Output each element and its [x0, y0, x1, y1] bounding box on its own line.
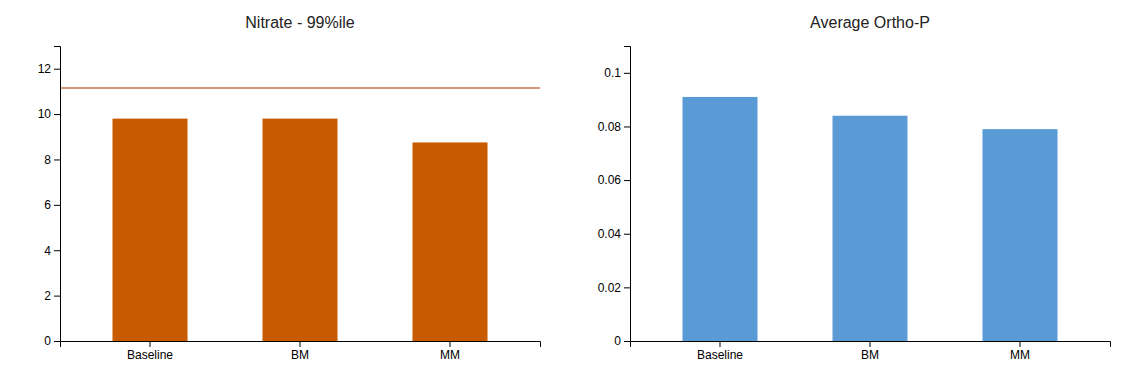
tick: 0.08 [598, 120, 630, 134]
tick-mark [54, 205, 60, 206]
tick-label: 0.08 [598, 120, 622, 134]
tick-mark [300, 341, 301, 347]
tick-mark [624, 73, 630, 74]
tick: 10 [38, 107, 60, 121]
chart-root: BaselineBMMM024681012Nitrate - 99%ileBas… [0, 0, 1140, 377]
x-axis: Baseline BM MM [61, 341, 541, 362]
tick-label: 10 [38, 107, 52, 121]
tick-mark [1020, 341, 1021, 347]
tick: Baseline [127, 341, 173, 362]
panel: Baseline BM MM 0 0.02 0.04 0.06 0.08 0.1 Average … [598, 14, 1111, 362]
y-axis: 0 2 4 6 8 10 12 [38, 47, 61, 349]
tick-label: 0.06 [598, 173, 622, 187]
bar [833, 116, 908, 341]
tick-label: MM [1010, 348, 1030, 362]
tick-mark [624, 126, 630, 127]
chart-title: Average Ortho-P [810, 14, 930, 31]
tick-label: Baseline [697, 348, 743, 362]
bar [413, 142, 488, 341]
tick-mark [54, 69, 60, 70]
tick-mark [624, 234, 630, 235]
tick: 0.04 [598, 227, 630, 241]
tick-mark [54, 341, 60, 342]
tick: MM [440, 341, 460, 362]
bar [113, 119, 188, 341]
tick-label: 4 [44, 244, 51, 258]
tick-label: 0 [614, 334, 621, 348]
tick: 0.02 [598, 281, 630, 295]
tick-label: 0.02 [598, 281, 622, 295]
tick-mark [54, 114, 60, 115]
tick: BM [291, 341, 309, 362]
tick-mark [624, 287, 630, 288]
tick-label: 0.04 [598, 227, 622, 241]
chart-title: Nitrate - 99%ile [245, 14, 354, 31]
x-axis: Baseline BM MM [631, 341, 1111, 362]
tick: Baseline [697, 341, 743, 362]
axis-line [61, 342, 541, 348]
tick-label: 12 [38, 62, 52, 76]
tick: 0 [614, 334, 630, 348]
tick-mark [450, 341, 451, 347]
tick-label: Baseline [127, 348, 173, 362]
tick-mark [54, 250, 60, 251]
plot-area [683, 97, 1058, 341]
axis-line [631, 342, 1111, 348]
tick-mark [54, 296, 60, 297]
axis-line [624, 47, 631, 342]
bar [683, 97, 758, 341]
tick: 6 [44, 198, 60, 212]
tick-label: 2 [44, 289, 51, 303]
reference-line [60, 87, 540, 89]
tick: 0.06 [598, 173, 630, 187]
tick: 2 [44, 289, 60, 303]
axis-line [54, 47, 61, 342]
tick-mark [150, 341, 151, 347]
tick-mark [870, 341, 871, 347]
tick: BM [861, 341, 879, 362]
tick-mark [720, 341, 721, 347]
tick: MM [1010, 341, 1030, 362]
plot-area [60, 88, 540, 341]
tick-mark [54, 159, 60, 160]
tick-label: 0 [44, 334, 51, 348]
y-axis: 0 0.02 0.04 0.06 0.08 0.1 [598, 47, 631, 349]
tick-label: BM [861, 348, 879, 362]
tick-label: 0.1 [604, 66, 621, 80]
panel: Baseline BM MM 0 2 4 6 8 10 12 Nitrate - 99%ile [38, 14, 541, 362]
tick-mark [624, 180, 630, 181]
bar [263, 119, 338, 341]
bar [983, 129, 1058, 341]
tick-mark [624, 341, 630, 342]
tick: 4 [44, 244, 60, 258]
tick: 0 [44, 334, 60, 348]
tick-label: 6 [44, 198, 51, 212]
tick-label: MM [440, 348, 460, 362]
tick: 0.1 [604, 66, 630, 80]
tick-label: 8 [44, 153, 51, 167]
tick: 12 [38, 62, 60, 76]
tick-label: BM [291, 348, 309, 362]
tick: 8 [44, 153, 60, 167]
